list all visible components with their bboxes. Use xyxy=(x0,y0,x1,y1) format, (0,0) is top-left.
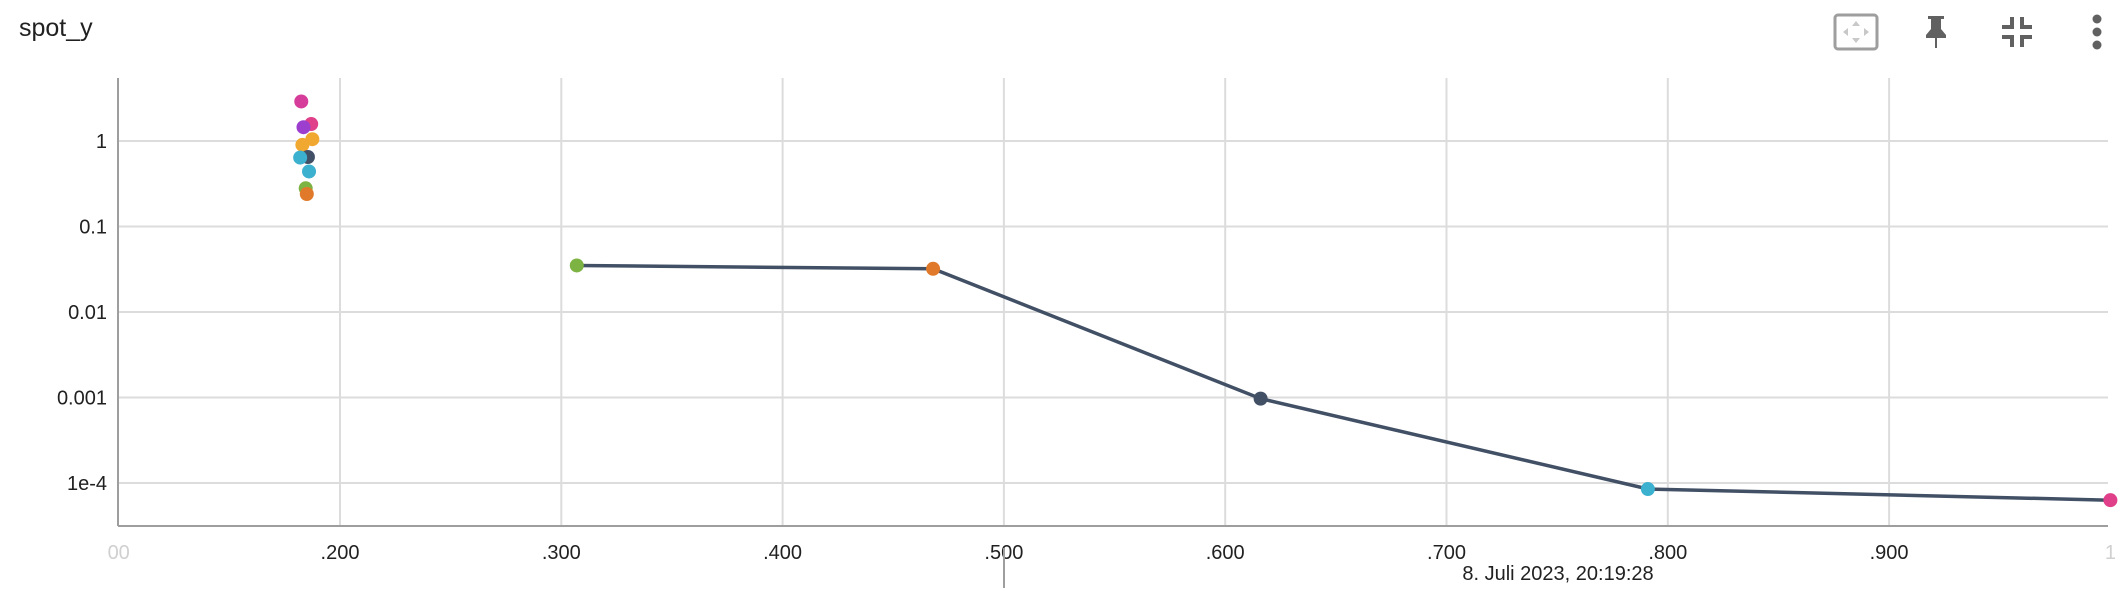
x-tick-label: .200 xyxy=(321,542,360,564)
cluster-point[interactable] xyxy=(302,164,317,179)
x-tick-label-faded: 1 xyxy=(2105,542,2116,564)
cluster-point[interactable] xyxy=(296,120,311,135)
series-polyline xyxy=(576,263,2111,502)
y-tick-labels: 1 0.1 0.01 0.001 1e-4 xyxy=(57,131,107,495)
pin-icon xyxy=(1926,16,1946,48)
collapse-button[interactable] xyxy=(1992,10,2042,54)
x-tick-label-faded: 00 xyxy=(108,542,130,564)
line-point[interactable] xyxy=(569,258,584,273)
grid xyxy=(118,78,2108,526)
series-line xyxy=(576,263,2111,502)
pin-button[interactable] xyxy=(1911,10,1961,54)
line-point[interactable] xyxy=(1640,482,1655,497)
cluster-point[interactable] xyxy=(299,186,314,201)
x-tick-label: .800 xyxy=(1648,542,1687,564)
x-tick-label: .700 xyxy=(1427,542,1466,564)
y-tick-label: 0.1 xyxy=(79,217,107,239)
hover-label: 8. Juli 2023, 20:19:28 xyxy=(1462,563,1653,585)
x-tick-label: .900 xyxy=(1870,542,1909,564)
y-tick-label: 1e-4 xyxy=(67,473,107,495)
y-tick-label: 0.001 xyxy=(57,388,107,410)
chart-title: spot_y xyxy=(19,14,93,42)
cluster-point[interactable] xyxy=(293,150,308,165)
more-options-button[interactable] xyxy=(2072,10,2122,54)
cluster-point[interactable] xyxy=(294,94,309,109)
line-point[interactable] xyxy=(926,261,941,276)
line-point[interactable] xyxy=(2103,493,2118,508)
line-point[interactable] xyxy=(1253,391,1268,406)
more-vert-icon xyxy=(2092,14,2102,50)
collapse-icon xyxy=(2002,17,2032,47)
fit-to-domain-button[interactable] xyxy=(1831,10,1881,54)
x-tick-label: .400 xyxy=(763,542,802,564)
y-tick-label: 1 xyxy=(96,131,107,153)
x-tick-label: .600 xyxy=(1206,542,1245,564)
data-points xyxy=(293,94,2118,508)
x-tick-label: .300 xyxy=(542,542,581,564)
axes xyxy=(117,78,2108,527)
y-tick-label: 0.01 xyxy=(68,302,107,324)
fit-to-domain-icon xyxy=(1833,13,1879,51)
cluster-point[interactable] xyxy=(295,137,310,152)
